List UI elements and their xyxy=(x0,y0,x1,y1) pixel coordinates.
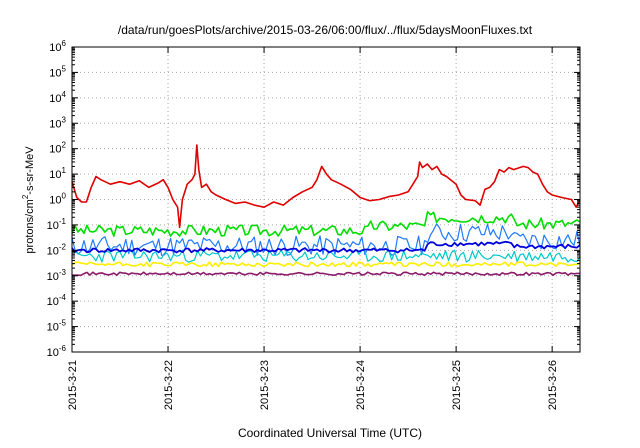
series-group xyxy=(71,144,581,277)
x-tick-label: 2015-3-26 xyxy=(547,360,559,410)
x-tick-label: 2015-3-24 xyxy=(355,360,367,410)
y-tick-label: 102 xyxy=(49,141,66,156)
series-line-1 xyxy=(71,211,581,237)
series-line-4 xyxy=(71,240,581,254)
y-tick-label: 10-6 xyxy=(47,344,67,359)
y-tick-label: 100 xyxy=(49,192,66,207)
y-tick-label: 101 xyxy=(49,166,66,181)
series-line-5 xyxy=(71,261,581,268)
x-tick-label: 2015-3-23 xyxy=(259,360,271,410)
y-tick-label: 104 xyxy=(49,90,66,105)
series-line-3 xyxy=(71,249,581,263)
y-tick-label: 10-2 xyxy=(47,242,67,257)
y-axis-label: protons/cm2-s-sr-MeV xyxy=(21,146,36,254)
axis-ticks: 10-6 10-5 10-4 10-3 10-2 10-1 100 101 102 103 104 1… xyxy=(47,39,580,410)
x-axis-label: Coordinated Universal Time (UTC) xyxy=(238,426,422,440)
x-tick-label: 2015-3-25 xyxy=(451,360,463,410)
grid-lines xyxy=(71,47,580,352)
series-line-2 xyxy=(71,223,581,256)
y-tick-label: 10-1 xyxy=(47,217,67,232)
y-tick-label: 106 xyxy=(49,39,66,54)
x-tick-label: 2015-3-22 xyxy=(163,360,175,410)
y-tick-label: 10-4 xyxy=(47,293,67,308)
x-tick-label: 2015-3-21 xyxy=(67,360,79,410)
y-tick-label: 10-5 xyxy=(47,319,67,334)
chart-title: /data/run/goesPlots/archive/2015-03-26/0… xyxy=(118,23,533,37)
series-line-0 xyxy=(71,144,581,229)
y-tick-label: 10-3 xyxy=(47,268,67,283)
y-tick-label: 105 xyxy=(49,64,66,79)
series-line-6 xyxy=(71,271,580,277)
y-tick-label: 103 xyxy=(49,115,66,130)
